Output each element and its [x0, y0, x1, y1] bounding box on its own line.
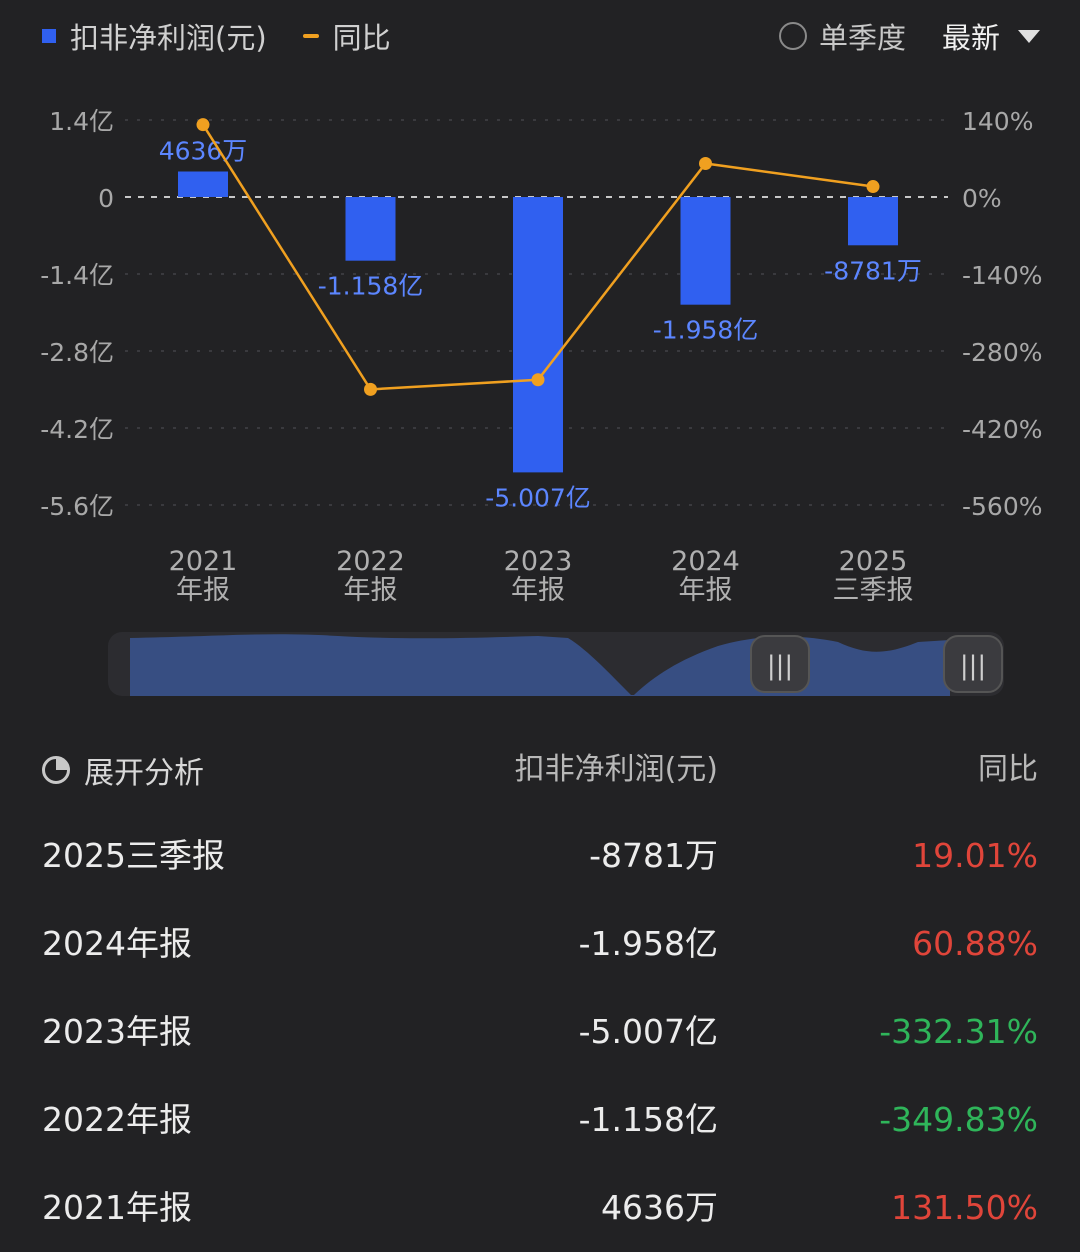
table-row[interactable]: 2024年报 -1.958亿 60.88% [0, 900, 1080, 988]
yoy-cell: 131.50% [891, 1188, 1038, 1227]
x-axis-tick-label: 2021 [169, 546, 238, 577]
period-cell: 2021年报 [42, 1188, 192, 1227]
x-axis-tick-label: 2025 [839, 546, 908, 577]
x-axis-tick-label: 年报 [679, 575, 733, 606]
line-legend-label: 同比 [332, 21, 391, 55]
grip-icon: ||| [767, 651, 793, 681]
left-axis-tick-label: 1.4亿 [49, 107, 114, 136]
period-cell: 2024年报 [42, 924, 192, 963]
range-slider[interactable]: ||| ||| [108, 632, 1004, 696]
slider-preview-area [130, 634, 950, 696]
value-cell: -8781万 [589, 836, 718, 875]
right-axis-tick-label: -420% [962, 415, 1043, 444]
left-axis-tick-label: -5.6亿 [40, 492, 114, 521]
left-axis-tick-label: 0 [98, 184, 114, 213]
right-axis-tick-label: -140% [962, 261, 1043, 290]
slider-right-handle[interactable] [943, 635, 1003, 693]
period-cell: 2023年报 [42, 1012, 192, 1051]
x-axis-tick-label: 2023 [504, 546, 573, 577]
quarter-radio[interactable] [778, 22, 807, 50]
expand-analysis-label: 展开分析 [84, 756, 204, 791]
period-cell: 2022年报 [42, 1100, 192, 1139]
chart-legend: 扣非净利润(元) 同比 [42, 14, 391, 58]
x-axis-tick-label: 三季报 [833, 575, 914, 606]
value-cell: -1.158亿 [578, 1100, 718, 1139]
value-cell: -1.958亿 [578, 924, 718, 963]
line-legend-swatch [302, 34, 319, 38]
bar [178, 171, 228, 197]
bar [680, 197, 731, 305]
yoy-point [699, 157, 712, 171]
yoy-column-header: 同比 [978, 752, 1038, 787]
left-axis-tick-label: -2.8亿 [40, 338, 114, 367]
bar-legend-label: 扣非净利润(元) [70, 21, 267, 55]
table-row[interactable]: 2021年报 4636万 131.50% [0, 1164, 1080, 1252]
yoy-cell: 19.01% [912, 836, 1038, 875]
table-header: 展开分析 扣非净利润(元) 同比 [0, 738, 1080, 802]
bar-data-label: -1.958亿 [653, 316, 759, 345]
period-dropdown-label[interactable]: 最新 [941, 21, 1000, 55]
right-axis-tick-label: 0% [962, 184, 1002, 213]
yoy-cell: -349.83% [879, 1100, 1038, 1139]
expand-analysis-button[interactable]: 展开分析 [42, 738, 204, 802]
bar [513, 197, 563, 473]
yoy-point [364, 382, 377, 396]
profit-chart: 1.4亿 0 -1.4亿 -2.8亿 -4.2亿 -5.6亿 140% 0% -140% -280… [40, 107, 1043, 606]
left-axis-tick-label: -1.4亿 [40, 261, 114, 290]
x-axis-tick-label: 年报 [176, 575, 230, 606]
x-axis-tick-label: 年报 [344, 575, 398, 606]
right-axis-tick-label: 140% [962, 107, 1033, 136]
yoy-cell: 60.88% [912, 924, 1038, 963]
yoy-point [531, 373, 545, 387]
yoy-cell: -332.31% [879, 1012, 1038, 1051]
table-row[interactable]: 2025三季报 -8781万 19.01% [0, 812, 1080, 900]
x-axis-tick-label: 年报 [511, 575, 565, 606]
bar-legend-swatch [42, 29, 56, 43]
table-row[interactable]: 2023年报 -5.007亿 -332.31% [0, 988, 1080, 1076]
bar-data-label: -5.007亿 [485, 483, 591, 512]
pie-chart-icon [42, 756, 70, 784]
bar [345, 197, 396, 261]
bar [848, 197, 898, 246]
x-axis-tick-label: 2022 [336, 546, 405, 577]
quarter-toggle-label[interactable]: 单季度 [818, 21, 906, 55]
yoy-point [866, 180, 880, 194]
table-row[interactable]: 2022年报 -1.158亿 -349.83% [0, 1076, 1080, 1164]
slider-left-handle[interactable] [750, 635, 810, 693]
bar-data-label: -8781万 [824, 256, 922, 285]
value-cell: 4636万 [601, 1188, 718, 1227]
left-axis-tick-label: -4.2亿 [40, 415, 114, 444]
yoy-point [196, 118, 210, 132]
bar-data-label: 4636万 [159, 137, 248, 166]
period-cell: 2025三季报 [42, 836, 225, 875]
value-cell: -5.007亿 [578, 1012, 718, 1051]
right-axis-tick-label: -560% [962, 492, 1043, 521]
right-axis-tick-label: -280% [962, 338, 1043, 367]
bar-data-label: -1.158亿 [318, 272, 424, 301]
x-axis-tick-label: 2024 [671, 546, 740, 577]
chevron-down-icon[interactable] [1018, 29, 1040, 43]
value-column-header: 扣非净利润(元) [514, 752, 718, 787]
grip-icon: ||| [960, 651, 986, 681]
chart-controls: 单季度 最新 [778, 14, 1040, 58]
